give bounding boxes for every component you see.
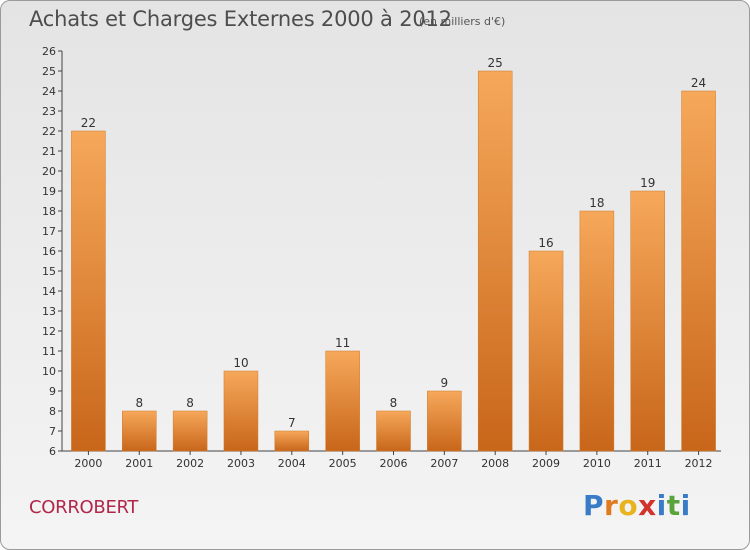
- bar-value-label: 8: [135, 396, 143, 410]
- logo-letter: i: [680, 489, 691, 522]
- y-tick-label: 15: [42, 265, 56, 278]
- bar-value-label: 22: [81, 116, 96, 130]
- y-tick-label: 18: [42, 205, 56, 218]
- y-tick-label: 13: [42, 305, 56, 318]
- bar: [579, 210, 615, 452]
- x-tick-label: 2008: [481, 457, 509, 470]
- x-tick-label: 2002: [176, 457, 204, 470]
- bar: [71, 130, 106, 452]
- bar-value-label: 18: [589, 196, 604, 210]
- y-tick-label: 10: [42, 365, 56, 378]
- unit-note: (en milliers d'€): [419, 15, 506, 28]
- logo-letter: t: [666, 489, 681, 522]
- chart-title: Achats et Charges Externes 2000 à 2012: [29, 7, 452, 31]
- x-tick-label: 2011: [634, 457, 662, 470]
- logo-letter: P: [583, 489, 605, 522]
- bar-value-label: 9: [441, 376, 449, 390]
- y-tick-label: 7: [49, 425, 56, 438]
- y-tick-label: 24: [42, 85, 56, 98]
- bar-value-label: 10: [233, 356, 248, 370]
- proxiti-logo: Proxiti: [583, 489, 691, 522]
- bar-value-label: 11: [335, 336, 350, 350]
- bar: [274, 430, 310, 452]
- bar-value-label: 24: [691, 76, 706, 90]
- x-tick-label: 2003: [227, 457, 255, 470]
- y-tick-label: 26: [42, 45, 56, 58]
- logo-letter: o: [618, 489, 639, 522]
- y-tick-label: 6: [49, 445, 56, 458]
- x-tick-label: 2006: [380, 457, 408, 470]
- bar: [376, 410, 411, 452]
- x-tick-label: 2005: [329, 457, 357, 470]
- bar: [477, 70, 513, 452]
- y-tick-label: 20: [42, 165, 56, 178]
- bar-value-label: 8: [186, 396, 194, 410]
- x-tick-label: 2010: [583, 457, 611, 470]
- bar-value-label: 7: [288, 416, 296, 430]
- y-tick-label: 19: [42, 185, 56, 198]
- x-tick-label: 2007: [430, 457, 458, 470]
- bar-value-label: 8: [390, 396, 398, 410]
- bar: [630, 190, 665, 452]
- x-tick-label: 2001: [125, 457, 153, 470]
- x-tick-label: 2004: [278, 457, 306, 470]
- y-tick-label: 16: [42, 245, 56, 258]
- y-tick-label: 25: [42, 65, 56, 78]
- y-tick-label: 14: [42, 285, 56, 298]
- x-tick-label: 2012: [685, 457, 713, 470]
- bar-value-label: 19: [640, 176, 655, 190]
- logo-letter: r: [604, 489, 619, 522]
- y-tick-label: 17: [42, 225, 56, 238]
- bar: [122, 410, 157, 452]
- commune-name: CORROBERT: [29, 497, 139, 518]
- bar-value-label: 25: [488, 56, 503, 70]
- y-tick-label: 23: [42, 105, 56, 118]
- y-tick-label: 22: [42, 125, 56, 138]
- bar: [172, 410, 208, 452]
- y-tick-label: 21: [42, 145, 56, 158]
- logo-letter: x: [638, 489, 657, 522]
- bar: [528, 250, 564, 452]
- y-tick-label: 11: [42, 345, 56, 358]
- x-tick-label: 2000: [74, 457, 102, 470]
- bar-value-label: 16: [538, 236, 553, 250]
- y-tick-label: 12: [42, 325, 56, 338]
- y-tick-label: 9: [49, 385, 56, 398]
- bar: [427, 390, 462, 452]
- y-tick-label: 8: [49, 405, 56, 418]
- bar: [325, 350, 360, 452]
- x-tick-label: 2009: [532, 457, 560, 470]
- bar: [681, 90, 716, 452]
- logo-letter: i: [656, 489, 667, 522]
- bar: [223, 370, 259, 452]
